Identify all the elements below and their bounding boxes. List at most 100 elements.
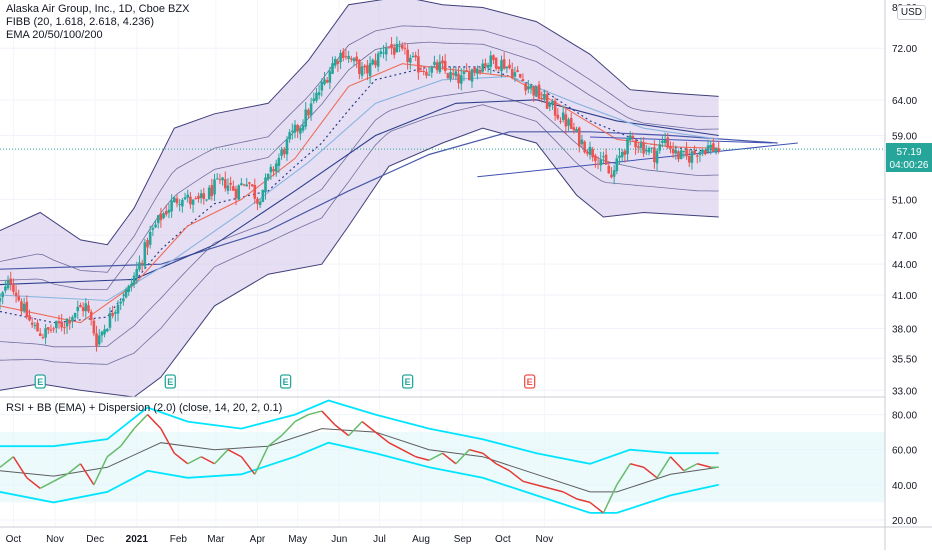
- candle-body: [368, 63, 372, 76]
- candle-body: [382, 52, 385, 54]
- price-tick-label: 38.00: [892, 324, 917, 335]
- candle-body: [299, 127, 302, 134]
- candle-body: [320, 81, 324, 91]
- rsi-segment: [321, 410, 336, 426]
- rsi-segment: [562, 491, 577, 500]
- candle-body: [422, 71, 426, 73]
- symbol-title[interactable]: Alaska Air Group, Inc., 1D, Cboe BZX: [6, 3, 190, 15]
- candle-body: [36, 322, 39, 332]
- rsi-segment: [146, 414, 162, 430]
- candle-body: [170, 200, 173, 212]
- candle-body: [433, 61, 436, 65]
- candle-body: [360, 66, 364, 76]
- candle-body: [366, 65, 369, 74]
- candle-body: [449, 72, 452, 80]
- oscillator-title[interactable]: RSI + BB (EMA) + Dispersion (2.0) (close…: [6, 402, 283, 414]
- candle-body: [81, 307, 85, 312]
- candle-body: [615, 158, 619, 172]
- candle-body: [548, 103, 552, 107]
- ema-indicator-label[interactable]: EMA 20/50/100/200: [6, 29, 103, 41]
- oscillator-axis[interactable]: 20.00 40.00 60.00 80.00: [892, 411, 917, 527]
- candle-body: [417, 56, 420, 73]
- candle-body: [6, 280, 10, 289]
- candle-body: [639, 143, 643, 148]
- candle-body: [374, 60, 377, 66]
- candle-body: [567, 119, 570, 126]
- candle-body: [46, 327, 50, 330]
- time-tick-label: Dec: [86, 534, 104, 545]
- rsi-segment: [683, 463, 698, 472]
- rsi-segment: [254, 445, 269, 475]
- rsi-segment: [656, 456, 672, 479]
- earnings-marker[interactable]: E: [524, 374, 536, 389]
- candle-body: [698, 151, 702, 155]
- candle-body: [510, 69, 514, 78]
- candle-body: [492, 55, 495, 60]
- oscillator-pane[interactable]: [0, 399, 885, 514]
- rsi-segment: [133, 414, 149, 430]
- candle-body: [114, 312, 117, 314]
- trendline[interactable]: [477, 142, 798, 178]
- candle-body: [468, 72, 471, 81]
- candle-body: [84, 303, 88, 312]
- candle-body: [341, 51, 345, 58]
- candle-body: [634, 140, 637, 148]
- candle-body: [223, 179, 227, 189]
- candle-body: [384, 47, 388, 55]
- candle-body: [111, 313, 114, 316]
- candle-body: [95, 333, 98, 347]
- candle-body: [154, 224, 157, 228]
- candle-body: [146, 240, 149, 248]
- candle-body: [427, 74, 431, 76]
- candle-body: [63, 327, 66, 329]
- candle-body: [264, 177, 267, 193]
- rsi-segment: [536, 484, 550, 490]
- candle-body: [14, 292, 18, 296]
- earnings-marker[interactable]: E: [401, 374, 414, 389]
- candle-body: [486, 64, 490, 68]
- ema200-line: [0, 131, 778, 270]
- earnings-marker-label: E: [37, 377, 43, 387]
- candle-body: [325, 79, 329, 83]
- candle-body: [500, 60, 503, 72]
- earnings-marker-label: E: [405, 377, 411, 387]
- candle-body: [569, 118, 573, 129]
- time-axis[interactable]: Oct Nov Dec 2021 Feb Mar Apr May Jun Jul Aug Sep Oct…: [6, 534, 554, 545]
- chart-legend[interactable]: Alaska Air Group, Inc., 1D, Cboe BZX FIB…: [6, 3, 189, 42]
- candle-body: [0, 298, 2, 302]
- oscillator-legend[interactable]: RSI + BB (EMA) + Dispersion (2.0) (close…: [6, 402, 282, 415]
- trendline[interactable]: [589, 136, 773, 144]
- candle-body: [658, 144, 662, 151]
- candle-body: [25, 301, 29, 317]
- rsi-segment: [214, 449, 229, 465]
- candle-body: [60, 321, 63, 328]
- candle-body: [156, 215, 160, 224]
- candle-body: [591, 149, 594, 158]
- price-axis[interactable]: 33.00 35.50 38.00 41.00 44.00 47.00 51.00 59.00…: [892, 44, 917, 397]
- earnings-marker-box: [164, 374, 176, 389]
- candle-body: [253, 185, 257, 199]
- candle-body: [183, 197, 187, 200]
- rsi-segment: [374, 431, 390, 444]
- currency-button[interactable]: USD: [896, 5, 926, 20]
- candle-body: [626, 137, 629, 155]
- candle-body: [140, 262, 144, 264]
- candle-body: [443, 60, 447, 72]
- earnings-marker[interactable]: E: [279, 374, 292, 389]
- candle-body: [527, 86, 530, 90]
- candle-body: [543, 93, 546, 100]
- candle-body: [17, 296, 21, 301]
- candle-body: [116, 304, 120, 314]
- rsi-segment: [669, 456, 685, 472]
- fibb-indicator-label[interactable]: FIBB (20, 1.618, 2.618, 4.236): [6, 16, 154, 28]
- earnings-marker[interactable]: E: [34, 374, 46, 389]
- earnings-marker[interactable]: E: [164, 374, 176, 389]
- candle-body: [529, 85, 533, 88]
- candle-body: [505, 66, 509, 69]
- candle-body: [49, 329, 53, 331]
- candle-body: [127, 285, 131, 292]
- rsi-segment: [643, 466, 658, 479]
- main-price-pane[interactable]: [0, 0, 885, 398]
- fib-band-line: [0, 89, 719, 348]
